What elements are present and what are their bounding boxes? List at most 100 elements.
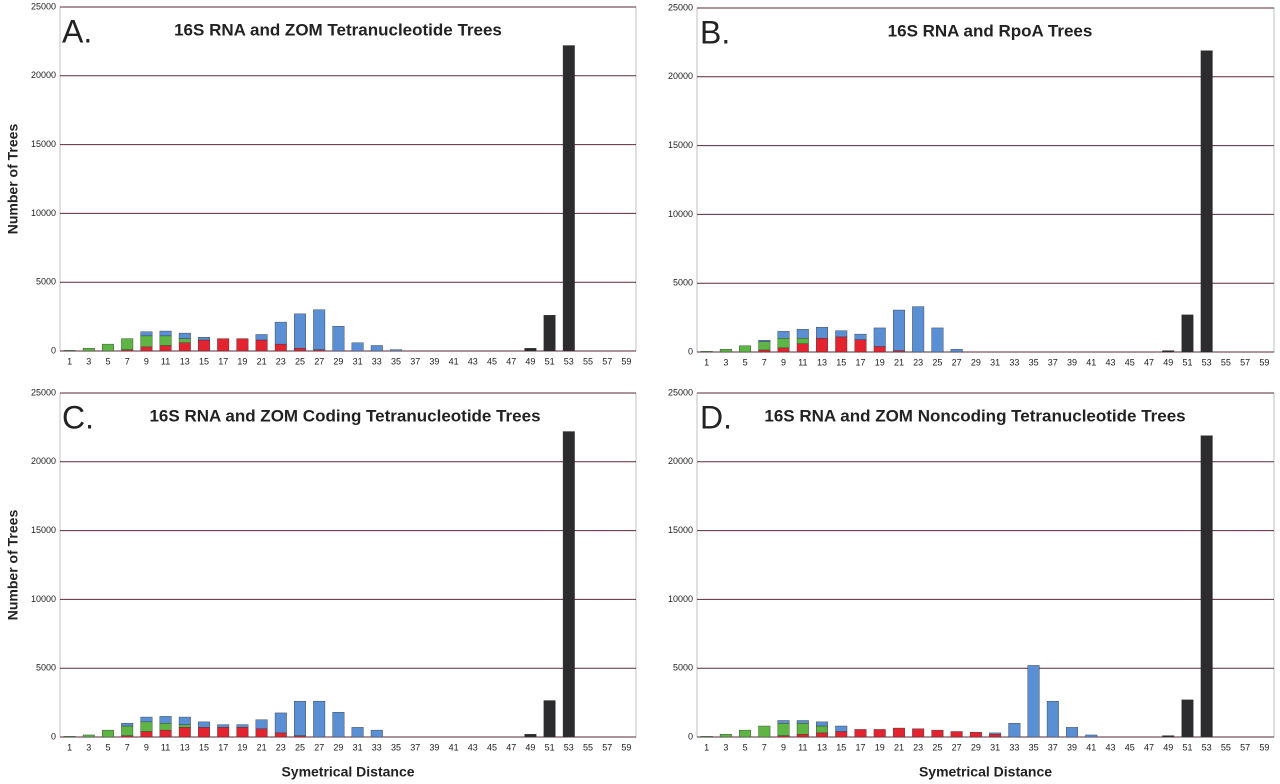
x-tick-label: 39 bbox=[1067, 357, 1077, 367]
bar-segment bbox=[777, 347, 790, 353]
y-tick-label: 0 bbox=[51, 345, 56, 355]
bar-segment bbox=[140, 721, 153, 732]
bar-segment bbox=[255, 719, 268, 729]
x-tick-label: 27 bbox=[314, 742, 324, 752]
x-tick-label: 37 bbox=[410, 742, 420, 752]
x-tick-label: 35 bbox=[391, 742, 401, 752]
x-tick-label: 51 bbox=[545, 356, 555, 366]
x-tick-label: 17 bbox=[855, 742, 865, 752]
bar-segment bbox=[178, 338, 191, 343]
bar-segment bbox=[370, 345, 383, 352]
y-tick-label: 20000 bbox=[668, 71, 693, 81]
y-tick-label: 5000 bbox=[36, 663, 56, 673]
panel-label: C. bbox=[62, 399, 94, 435]
x-tick-label: 29 bbox=[971, 357, 981, 367]
plot-area bbox=[696, 7, 1275, 353]
x-tick-label: 51 bbox=[545, 742, 555, 752]
x-tick-label: 11 bbox=[798, 742, 807, 752]
y-tick-label: 15000 bbox=[31, 139, 56, 149]
y-tick-label: 20000 bbox=[31, 456, 56, 466]
bar-segment bbox=[140, 716, 153, 723]
x-tick-label: 53 bbox=[564, 742, 574, 752]
y-tick-label: 0 bbox=[688, 731, 693, 741]
bar-segment bbox=[178, 332, 191, 339]
x-tick-label: 3 bbox=[86, 742, 91, 752]
x-tick-label: 57 bbox=[1240, 742, 1250, 752]
bar-segment bbox=[931, 729, 944, 738]
x-tick-label: 9 bbox=[144, 356, 149, 366]
x-tick-label: 27 bbox=[952, 357, 962, 367]
bar-segment bbox=[524, 348, 537, 352]
bar-segment bbox=[1162, 735, 1175, 738]
x-tick-label: 17 bbox=[855, 357, 865, 367]
x-tick-label: 45 bbox=[1125, 742, 1135, 752]
x-tick-label: 13 bbox=[817, 742, 827, 752]
bar-segment bbox=[159, 335, 172, 346]
x-tick-label: 13 bbox=[817, 357, 827, 367]
bar-segment bbox=[63, 736, 76, 738]
x-tick-label: 47 bbox=[1144, 357, 1154, 367]
x-tick-label: 47 bbox=[506, 356, 516, 366]
x-tick-label: 31 bbox=[990, 742, 1000, 752]
x-tick-label: 39 bbox=[429, 742, 439, 752]
x-tick-label: 13 bbox=[180, 356, 190, 366]
x-tick-label: 39 bbox=[429, 356, 439, 366]
x-tick-label: 37 bbox=[1048, 742, 1058, 752]
bar-segment bbox=[140, 335, 153, 348]
bar-segment bbox=[758, 341, 771, 351]
bar-segment bbox=[719, 349, 732, 353]
x-tick-label: 13 bbox=[180, 742, 190, 752]
x-tick-label: 29 bbox=[971, 742, 981, 752]
x-tick-label: 37 bbox=[1048, 357, 1058, 367]
bar-segment bbox=[719, 734, 732, 738]
bar-segment bbox=[102, 729, 114, 738]
x-tick-label: 29 bbox=[333, 742, 343, 752]
bar-segment bbox=[1181, 314, 1194, 353]
y-tick-label: 15000 bbox=[668, 525, 693, 535]
x-tick-label: 41 bbox=[449, 356, 459, 366]
y-axis-title: Number of Trees bbox=[5, 510, 21, 621]
x-tick-label: 9 bbox=[781, 742, 786, 752]
bar-segment bbox=[255, 339, 268, 352]
x-tick-label: 7 bbox=[762, 357, 767, 367]
plot-area bbox=[59, 392, 637, 738]
bar-segment bbox=[1200, 50, 1213, 353]
x-tick-label: 15 bbox=[199, 356, 209, 366]
x-tick-label: 47 bbox=[506, 742, 516, 752]
x-tick-label: 43 bbox=[468, 356, 478, 366]
bar-segment bbox=[1181, 699, 1194, 738]
bar-segment bbox=[796, 343, 809, 353]
x-tick-label: 49 bbox=[1163, 742, 1173, 752]
x-tick-label: 43 bbox=[468, 742, 478, 752]
bar-segment bbox=[159, 729, 172, 738]
bar-segment bbox=[892, 350, 905, 353]
x-tick-label: 25 bbox=[295, 356, 305, 366]
bar-segment bbox=[370, 729, 383, 738]
x-tick-label: 59 bbox=[1259, 357, 1269, 367]
y-tick-label: 25000 bbox=[668, 387, 693, 397]
x-tick-label: 23 bbox=[276, 356, 286, 366]
bar-segment bbox=[313, 309, 326, 350]
bar-segment bbox=[816, 725, 828, 734]
bar-segment bbox=[777, 338, 790, 349]
x-tick-label: 9 bbox=[144, 742, 149, 752]
x-tick-label: 35 bbox=[1029, 357, 1039, 367]
bar-segment bbox=[835, 336, 848, 353]
bar-segment bbox=[294, 701, 306, 736]
x-tick-label: 57 bbox=[1240, 357, 1250, 367]
panel-label: B. bbox=[700, 14, 730, 50]
bar-segment bbox=[332, 326, 345, 352]
x-tick-label: 29 bbox=[333, 356, 343, 366]
bar-segment bbox=[198, 721, 210, 728]
x-tick-label: 41 bbox=[1086, 357, 1096, 367]
x-tick-label: 49 bbox=[525, 742, 535, 752]
bar-segment bbox=[217, 724, 230, 728]
x-tick-label: 45 bbox=[487, 742, 497, 752]
x-tick-label: 45 bbox=[487, 356, 497, 366]
x-tick-label: 21 bbox=[894, 357, 904, 367]
bar-segment bbox=[816, 338, 828, 353]
bar-segment bbox=[700, 736, 713, 738]
bar-segment bbox=[159, 345, 172, 352]
bar-segment bbox=[835, 725, 848, 732]
